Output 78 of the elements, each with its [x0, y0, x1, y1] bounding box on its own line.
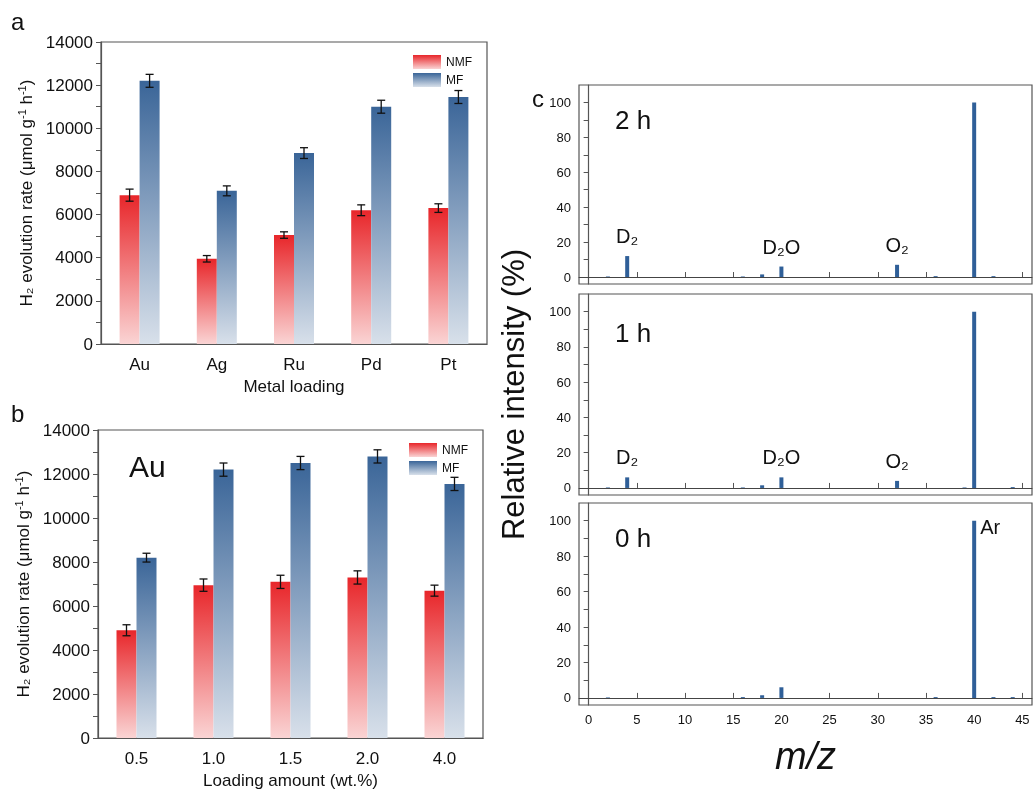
y-tick-label: 12000	[42, 464, 90, 484]
chart-title: b	[11, 399, 25, 427]
x-tick-label: Ru	[283, 355, 305, 374]
text: 0 h	[615, 523, 652, 553]
x-tick-label: Ag	[206, 355, 228, 374]
y-tick-label: 0	[80, 728, 90, 748]
legend-label: MF	[442, 461, 460, 475]
y-tick-label: 8000	[52, 552, 90, 572]
x-tick-label: 35	[918, 712, 934, 727]
y-axis-title: H₂ evolution rate (μmol g-1 h-1)	[13, 470, 33, 698]
legend-label: MF	[446, 73, 464, 87]
x-tick-label: Pd	[360, 355, 382, 374]
x-tick-label: Au	[129, 355, 150, 374]
y-tick-label: 12000	[45, 75, 93, 95]
y-tick-label: 2000	[55, 291, 93, 311]
annotation: O₂	[885, 449, 909, 472]
y-tick-label: 100	[549, 304, 571, 320]
annotation: D₂	[616, 446, 639, 469]
x-tick-label: 45	[1015, 712, 1030, 727]
y-tick-label: 80	[556, 548, 571, 564]
text: 2 h	[615, 105, 652, 135]
y-tick-label: 100	[549, 94, 571, 110]
x-tick-label: 15	[725, 712, 741, 727]
y-tick-label: 10000	[45, 118, 93, 138]
annotation: D₂O	[762, 446, 801, 469]
x-tick-label: 25	[822, 712, 837, 727]
y-tick-label: 0	[563, 269, 571, 285]
y-tick-label: 14000	[45, 32, 93, 52]
legend-label: NMF	[446, 55, 473, 69]
text: Au	[129, 449, 166, 483]
y-tick-label: 0	[563, 480, 571, 496]
y-tick-label: 80	[556, 339, 571, 355]
y-tick-label: 40	[556, 409, 571, 425]
x-tick-label: 40	[966, 712, 982, 727]
y-tick-label: 60	[556, 374, 571, 390]
y-tick-label: 2000	[52, 684, 90, 704]
x-tick-label: 1.0	[201, 749, 226, 769]
x-tick-label: 2.0	[355, 749, 380, 769]
x-axis-title: Metal loading	[243, 377, 345, 396]
x-axis-title: m/z	[774, 735, 837, 777]
y-tick-label: 8000	[55, 161, 93, 181]
y-tick-label: 6000	[52, 596, 90, 616]
annotation: O₂	[885, 233, 909, 256]
x-tick-label: 4.0	[432, 749, 457, 769]
annotation: Ar	[980, 515, 1001, 538]
y-tick-label: 20	[556, 654, 571, 670]
y-tick-label: 20	[556, 234, 571, 250]
chart-title: a	[11, 7, 25, 35]
y-tick-label: 0	[563, 690, 571, 706]
x-tick-label: Pt	[440, 355, 457, 374]
y-tick-label: 40	[556, 619, 571, 635]
annotation: D₂	[616, 225, 639, 248]
legend-label: NMF	[442, 443, 469, 457]
y-tick-label: 60	[556, 584, 571, 600]
y-tick-label: 20	[556, 445, 571, 461]
x-tick-label: 10	[677, 712, 693, 727]
x-tick-label: 5	[633, 712, 641, 727]
y-tick-label: 80	[556, 129, 571, 145]
y-axis-title: Relative intensity (%)	[496, 248, 531, 541]
annotation: D₂O	[762, 235, 801, 258]
x-tick-label: 20	[774, 712, 789, 727]
y-axis-title: H₂ evolution rate (μmol g-1 h-1)	[16, 79, 36, 307]
y-tick-label: 10000	[42, 508, 90, 528]
y-tick-label: 60	[556, 164, 571, 180]
y-tick-label: 100	[549, 513, 571, 529]
x-axis-title: Loading amount (wt.%)	[203, 771, 378, 790]
chart-title: c	[532, 84, 544, 112]
y-tick-label: 4000	[52, 640, 90, 660]
x-tick-label: 0	[585, 712, 593, 727]
y-tick-label: 4000	[55, 248, 93, 268]
y-tick-label: 0	[83, 334, 93, 354]
y-tick-label: 14000	[42, 420, 90, 440]
x-tick-label: 30	[870, 712, 886, 727]
y-tick-label: 40	[556, 199, 571, 215]
text: 1 h	[615, 318, 652, 348]
x-tick-label: 1.5	[278, 749, 303, 769]
x-tick-label: 0.5	[124, 749, 149, 769]
y-tick-label: 6000	[55, 205, 93, 225]
